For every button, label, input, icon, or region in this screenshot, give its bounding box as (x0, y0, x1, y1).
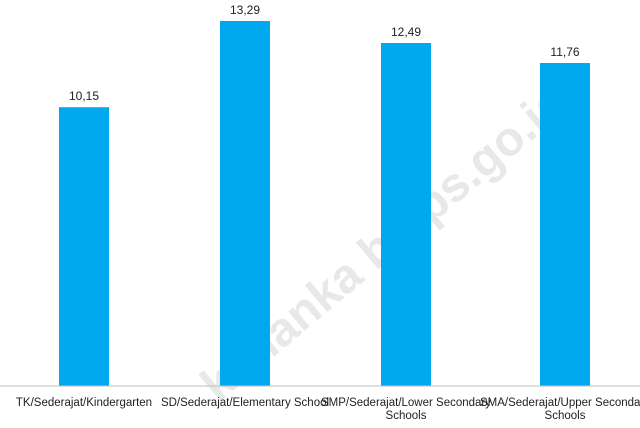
category-label-2: SD/Sederajat/Elementary School (161, 397, 329, 409)
category-label-1: TK/Sederajat/Kindergarten (16, 397, 152, 409)
bar-2 (220, 21, 270, 386)
value-label-3: 12,49 (391, 25, 421, 39)
value-label-2: 13,29 (230, 3, 260, 17)
bar-4 (540, 63, 590, 386)
category-label-4: SMA/Sederajat/Upper Secondary Schools (480, 397, 640, 422)
bars-group (59, 21, 590, 386)
value-label-4: 11,76 (550, 45, 579, 59)
bar-3 (381, 43, 431, 386)
category-labels-group: TK/Sederajat/Kindergarten SD/Sederajat/El… (16, 397, 640, 422)
value-label-1: 10,15 (69, 89, 99, 103)
category-label-3: SMP/Sederajat/Lower Secondary Schools (321, 397, 491, 422)
value-labels-group: 10,15 13,29 12,49 11,76 (69, 3, 580, 103)
bar-1 (59, 107, 109, 386)
